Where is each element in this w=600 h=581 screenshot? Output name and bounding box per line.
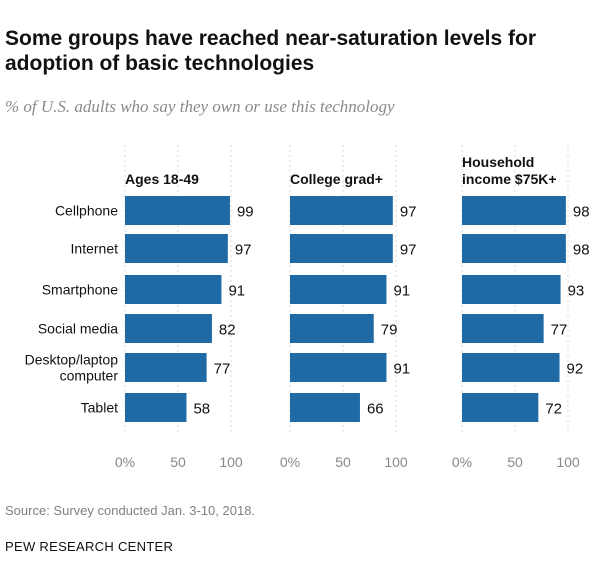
data-label: 91 xyxy=(393,361,410,378)
bar xyxy=(290,196,393,225)
tick-label: 50 xyxy=(335,454,351,470)
bar xyxy=(125,353,207,382)
category-label: Internet xyxy=(71,241,119,257)
bar xyxy=(290,393,360,422)
data-label: 99 xyxy=(237,204,254,221)
data-label: 98 xyxy=(573,242,590,259)
data-label: 77 xyxy=(551,322,568,339)
tick-label: 100 xyxy=(556,454,580,470)
data-label: 66 xyxy=(367,401,384,418)
category-label: Desktop/laptop computer xyxy=(25,352,119,384)
organization-name: PEW RESEARCH CENTER xyxy=(5,539,174,554)
category-label: Smartphone xyxy=(42,282,118,298)
data-label: 92 xyxy=(567,361,584,378)
chart-subtitle: % of U.S. adults who say they own or use… xyxy=(5,97,395,116)
bar-chart: Cellphone Internet Smartphone Social media D… xyxy=(25,145,590,470)
category-label: Cellphone xyxy=(55,203,118,219)
bar xyxy=(290,353,387,382)
bar xyxy=(290,234,393,263)
data-label: 97 xyxy=(235,242,252,259)
category-label: Social media xyxy=(38,321,118,337)
data-label: 93 xyxy=(568,283,585,300)
data-label: 91 xyxy=(393,283,410,300)
data-label: 91 xyxy=(228,283,245,300)
tick-label: 0% xyxy=(280,454,300,470)
data-label: 72 xyxy=(545,401,562,418)
tick-label: 50 xyxy=(507,454,523,470)
bar xyxy=(125,196,230,225)
series-title: College grad+ xyxy=(290,171,383,187)
tick-label: 50 xyxy=(170,454,186,470)
bar xyxy=(125,234,228,263)
bar xyxy=(125,314,212,343)
source-note: Source: Survey conducted Jan. 3-10, 2018… xyxy=(5,503,256,518)
bar xyxy=(462,234,566,263)
bar xyxy=(462,196,566,225)
chart-title: Some groups have reached near-saturation… xyxy=(5,27,537,75)
data-label: 79 xyxy=(381,322,398,339)
bar xyxy=(462,353,560,382)
tick-label: 0% xyxy=(452,454,472,470)
tick-label: 100 xyxy=(219,454,243,470)
series-title: Household income $75K+ xyxy=(462,154,557,187)
bar xyxy=(462,275,561,304)
data-label: 77 xyxy=(214,361,231,378)
tick-label: 0% xyxy=(115,454,135,470)
data-label: 97 xyxy=(400,242,417,259)
bar xyxy=(290,275,387,304)
category-label: Tablet xyxy=(81,400,118,416)
tick-label: 100 xyxy=(384,454,408,470)
bar xyxy=(290,314,374,343)
data-label: 58 xyxy=(193,401,210,418)
bar xyxy=(462,314,544,343)
data-label: 97 xyxy=(400,204,417,221)
series-title: Ages 18-49 xyxy=(125,171,199,187)
bar xyxy=(125,275,222,304)
bar xyxy=(462,393,539,422)
data-label: 98 xyxy=(573,204,590,221)
bar xyxy=(125,393,187,422)
data-label: 82 xyxy=(219,322,236,339)
